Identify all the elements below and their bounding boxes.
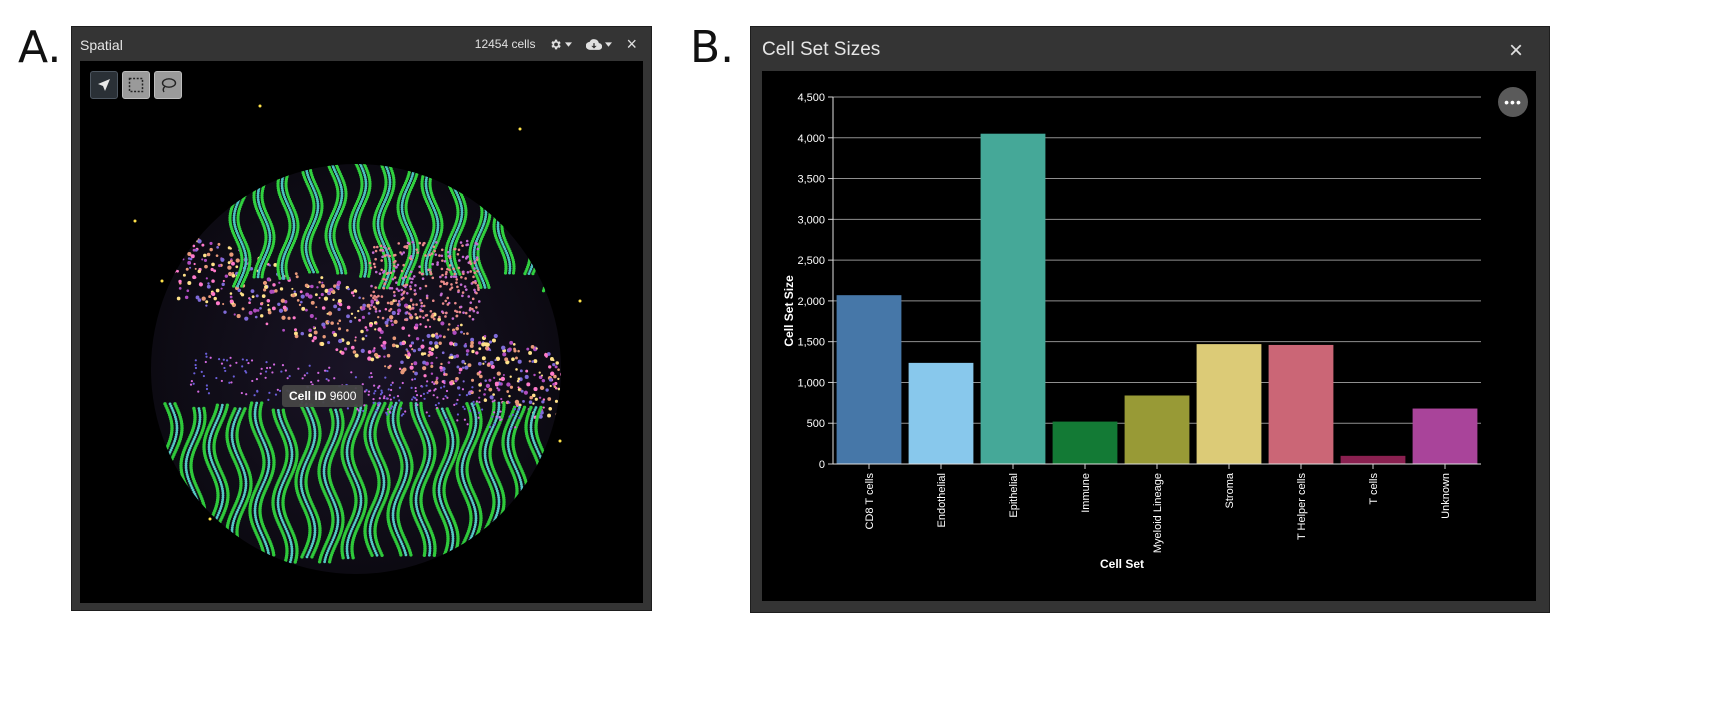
y-tick-label: 500 (807, 418, 825, 430)
y-tick-label: 4,500 (797, 92, 825, 104)
x-tick-label: Endothelial (936, 473, 948, 527)
tooltip-key: Cell ID (289, 389, 327, 403)
spatial-close-button[interactable]: × (626, 34, 637, 54)
x-tick-label: CD8 T cells (864, 473, 876, 530)
bar (1412, 408, 1478, 464)
pan-tool-button[interactable] (90, 71, 118, 99)
y-tick-label: 2,500 (797, 255, 825, 267)
gear-icon (551, 39, 562, 49)
dotted-rectangle-icon (128, 77, 144, 93)
x-tick-label: Myeloid Lineage (1152, 473, 1164, 553)
cloud-download-icon (586, 38, 603, 50)
settings-dropdown[interactable] (549, 38, 573, 51)
y-axis-title: Cell Set Size (782, 275, 796, 347)
lasso-icon (161, 78, 177, 93)
more-options-button[interactable]: ••• (1498, 87, 1528, 117)
download-dropdown[interactable] (586, 38, 613, 51)
y-tick-label: 3,500 (797, 174, 825, 186)
cell-count: 12454 cells (474, 37, 536, 51)
bar (1340, 455, 1406, 464)
bar (1124, 395, 1190, 464)
rectangle-select-tool-button[interactable] (122, 71, 150, 99)
x-tick-label: Unknown (1440, 473, 1452, 519)
bar-chart: 0 500 1,000 1,500 2,000 2,500 3,000 3,500 4,000 4… (782, 92, 1481, 571)
lasso-select-tool-button[interactable] (154, 71, 182, 99)
cell-set-sizes-window: Cell Set Sizes × 0 500 1,000 1,500 2,000 2,50… (750, 26, 1550, 613)
y-tick-label: 4,000 (797, 133, 825, 145)
navigation-arrow-icon (98, 79, 110, 91)
chevron-down-icon (605, 41, 613, 47)
cell-set-sizes-close-button[interactable]: × (1508, 37, 1523, 64)
tissue-image (133, 104, 582, 574)
y-tick-label: 1,500 (797, 337, 825, 349)
x-tick-label: Stroma (1224, 472, 1236, 508)
spatial-header-controls: 12454 cells × (474, 34, 637, 54)
cell-tooltip: Cell ID 9600 (282, 385, 364, 407)
y-tick-label: 0 (819, 459, 825, 471)
tooltip-value: 9600 (329, 389, 357, 403)
cell-set-sizes-title: Cell Set Sizes (762, 39, 881, 60)
bar (1268, 344, 1334, 464)
y-tick-label: 2,000 (797, 296, 825, 308)
chart-area: 0 500 1,000 1,500 2,000 2,500 3,000 3,500 4,000 4… (762, 71, 1536, 601)
x-tick-label: T Helper cells (1296, 473, 1308, 541)
x-tick-label: T cells (1368, 473, 1380, 505)
y-tick-label: 1,000 (797, 377, 825, 389)
bar (980, 133, 1046, 464)
panel-label-a: A. (18, 22, 62, 73)
x-axis-title: Cell Set (1100, 557, 1144, 571)
bar (908, 362, 974, 464)
panel-label-b: B. (690, 22, 735, 73)
spatial-title: Spatial (80, 37, 123, 53)
spatial-window: Spatial 12454 cells × (71, 26, 652, 611)
bar (1196, 344, 1262, 464)
bar (836, 295, 902, 464)
x-tick-label: Epithelial (1008, 473, 1020, 518)
x-tick-label: Immune (1080, 473, 1092, 513)
bar (1052, 421, 1118, 464)
chevron-down-icon (565, 41, 573, 47)
y-tick-label: 3,000 (797, 214, 825, 226)
spatial-canvas[interactable]: Cell ID 9600 (80, 61, 643, 603)
